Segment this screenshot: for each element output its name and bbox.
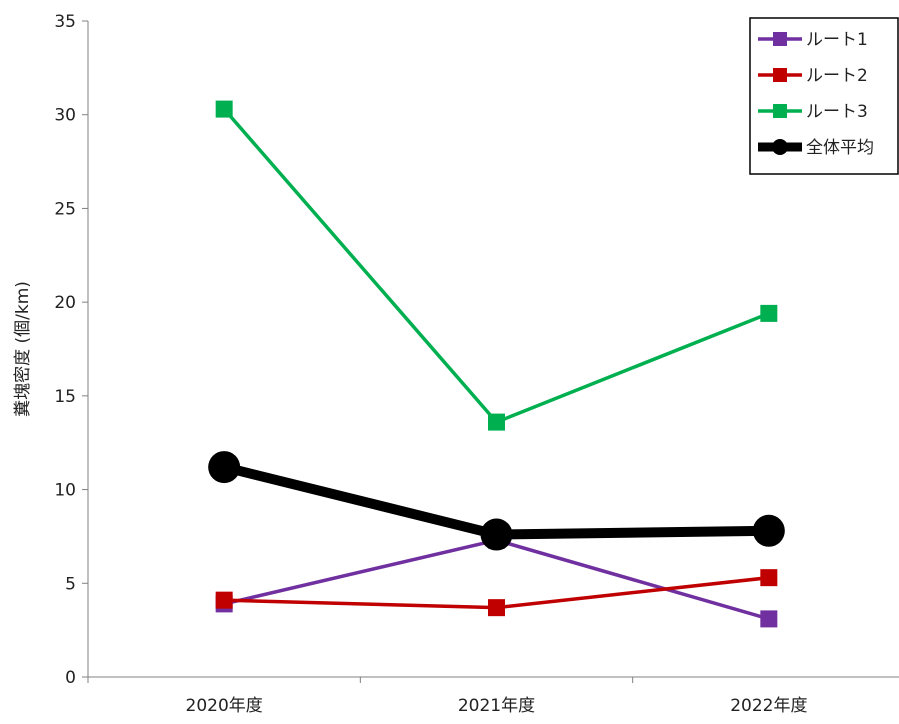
y-tick-label: 25 — [54, 199, 76, 219]
data-point — [208, 451, 241, 484]
legend: ルート1 ルート2 ルート3 全体平均 — [749, 17, 899, 175]
legend-label: ルート2 — [806, 66, 868, 86]
data-point — [760, 304, 778, 322]
y-tick-label: 0 — [65, 668, 76, 688]
legend-label: ルート1 — [806, 30, 868, 50]
data-point — [215, 591, 233, 609]
y-tick-label: 35 — [54, 12, 76, 32]
y-tick-label: 20 — [54, 293, 76, 313]
legend-item: ルート1 — [758, 30, 868, 50]
series-4 — [208, 451, 785, 551]
legend-marker — [773, 32, 787, 46]
legend-label: ルート3 — [806, 102, 868, 122]
series-3 — [215, 100, 778, 431]
y-tick-label: 10 — [54, 481, 76, 501]
data-point — [215, 100, 233, 118]
series-line — [222, 107, 770, 424]
data-point — [488, 599, 505, 617]
y-axis-title: 糞塊密度 (個/km) — [13, 281, 33, 417]
y-tick-label: 15 — [54, 387, 76, 407]
legend-label: 全体平均 — [806, 138, 874, 158]
series-layer — [208, 100, 785, 628]
legend-marker — [773, 68, 787, 82]
data-point — [760, 569, 778, 587]
x-tick-label: 2022年度 — [730, 696, 807, 716]
data-point — [760, 610, 778, 628]
data-point — [480, 518, 513, 551]
legend-item: ルート2 — [758, 66, 868, 86]
legend-marker — [773, 104, 787, 118]
legend-item: 全体平均 — [758, 138, 874, 158]
legend-item: ルート3 — [758, 102, 868, 122]
series-2 — [215, 569, 778, 617]
axes-layer: 0 5 10 15 20 25 30 35 2020年度 2021年度 2022年度 糞塊密度 (個/… — [13, 12, 899, 716]
y-tick-label: 5 — [65, 574, 76, 594]
data-point — [752, 514, 785, 547]
legend-marker — [772, 139, 788, 155]
y-tick-label: 30 — [54, 106, 76, 126]
data-point — [488, 413, 505, 431]
x-tick-label: 2021年度 — [458, 696, 535, 716]
x-tick-label: 2020年度 — [186, 696, 263, 716]
